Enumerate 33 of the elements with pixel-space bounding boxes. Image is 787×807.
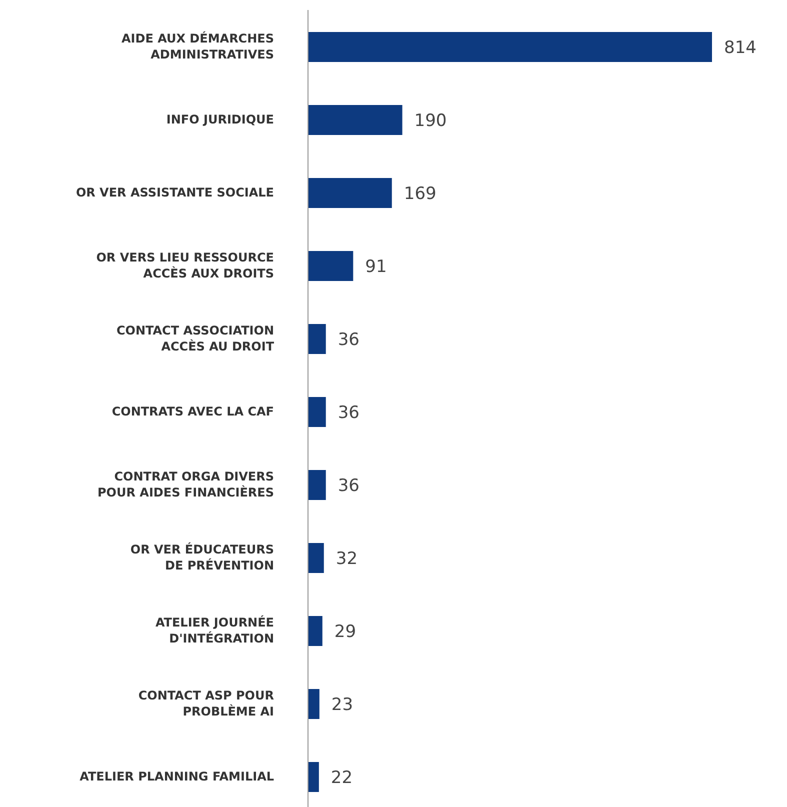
data-label: 190 [414, 111, 447, 132]
data-label: 23 [331, 695, 354, 716]
data-label: 36 [338, 476, 360, 496]
y-tick-label: INFO JURIDIQUE [166, 112, 274, 126]
bar [308, 105, 402, 135]
y-tick-label: OR VER ASSISTANTE SOCIALE [76, 186, 274, 200]
y-tick-label: CONTRATS AVEC LA CAF [112, 404, 274, 418]
y-tick-label: ATELIER PLANNING FAMILIAL [80, 770, 274, 784]
bar [308, 397, 326, 427]
data-label: 22 [330, 768, 353, 788]
data-label: 29 [334, 622, 356, 642]
bar [308, 324, 326, 354]
y-tick-label: OR VERS LIEU RESSOURCE ACCÈS AUX DROITS [96, 250, 274, 280]
bar [308, 543, 324, 573]
data-label: 36 [338, 403, 360, 424]
bar [308, 178, 392, 208]
y-tick-label: ATELIER JOURNÉE D'INTÉGRATION [155, 614, 274, 646]
data-label: 36 [338, 330, 360, 350]
data-label: 169 [404, 184, 436, 204]
bar [308, 251, 354, 281]
bar [308, 470, 326, 500]
data-label: 91 [365, 257, 387, 278]
y-tick-label: CONTRAT ORGA DIVERS POUR AIDES FINANCIÈRES [98, 470, 274, 500]
y-tick-label: OR VER ÉDUCATEURS DE PRÉVENTION [130, 542, 274, 572]
bar [308, 616, 322, 646]
y-tick-label: CONTACT ASP POUR PROBLÈME AI [138, 688, 274, 718]
y-tick-label: CONTACT ASSOCIATION ACCÈS AU DROIT [116, 324, 275, 354]
bar [308, 32, 712, 62]
bar [308, 762, 319, 792]
data-label: 32 [336, 549, 358, 570]
y-tick-label: AIDE AUX DÉMARCHES ADMINISTRATIVES [122, 30, 274, 62]
bar [308, 689, 320, 719]
data-label: 814 [724, 38, 756, 58]
